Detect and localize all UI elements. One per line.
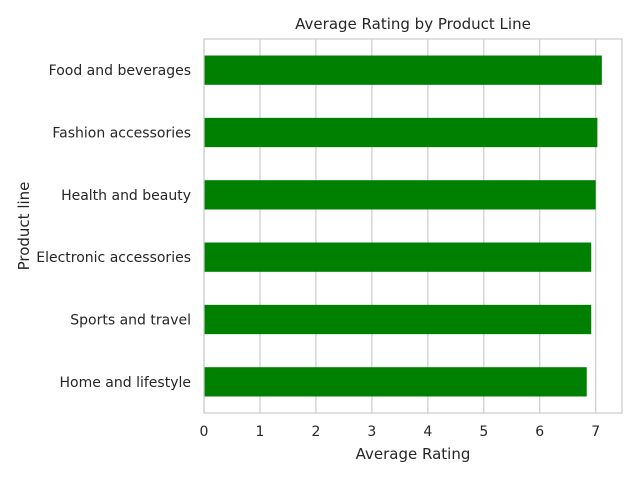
y-tick-label: Health and beauty: [61, 188, 191, 204]
y-tick-label: Home and lifestyle: [60, 375, 191, 391]
x-axis-title: Average Rating: [356, 445, 471, 463]
bar: [204, 304, 592, 335]
bar: [204, 367, 587, 397]
bar: [204, 242, 592, 272]
bar: [204, 180, 596, 210]
chart-title: Average Rating by Product Line: [295, 15, 531, 33]
x-tick-labels: 0 1 2 3 4 5 6 7: [200, 424, 601, 440]
x-tick-label: 3: [367, 424, 376, 440]
x-tick-label: 5: [479, 424, 488, 440]
bar: [204, 55, 602, 85]
y-tick-label: Electronic accessories: [36, 250, 191, 266]
x-tick-label: 0: [200, 424, 209, 440]
y-tick-label: Food and beverages: [49, 63, 191, 79]
x-tick-label: 7: [591, 424, 600, 440]
x-tick-label: 4: [423, 424, 432, 440]
bars: [204, 55, 602, 397]
x-tick-label: 6: [535, 424, 544, 440]
y-tick-labels: Food and beverages Fashion accessories Hea…: [36, 63, 191, 391]
x-tick-label: 1: [255, 424, 264, 440]
y-axis-title: Product line: [15, 182, 33, 271]
y-tick-label: Sports and travel: [70, 313, 191, 329]
bar: [204, 117, 598, 148]
x-tick-label: 2: [311, 424, 320, 440]
x-grid: [203, 39, 597, 413]
y-tick-label: Fashion accessories: [52, 126, 191, 142]
plot-frame: [203, 38, 623, 414]
